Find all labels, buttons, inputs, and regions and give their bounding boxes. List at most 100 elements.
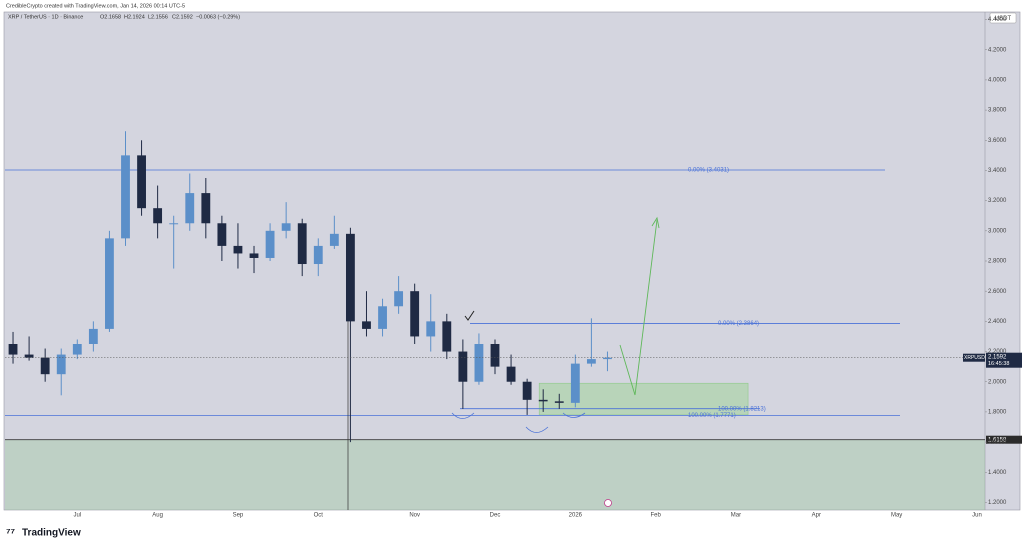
x-tick-label: Nov bbox=[409, 513, 420, 519]
y-tick-label: 3.2000 bbox=[988, 198, 1007, 204]
candle-body bbox=[40, 357, 50, 375]
candle-body bbox=[410, 291, 420, 337]
candle-body bbox=[313, 245, 323, 265]
symbol: XRP / TetherUS · 1D · Binance bbox=[8, 14, 83, 20]
ohlc-value: L2.1556 bbox=[148, 14, 168, 20]
level-label: 0.00% (2.3864) bbox=[718, 321, 759, 327]
candle-body bbox=[506, 366, 516, 382]
candle-body bbox=[458, 351, 468, 382]
support-price: 1.6158 bbox=[988, 437, 1007, 443]
y-tick-label: 4.0000 bbox=[988, 77, 1007, 83]
x-tick-label: May bbox=[891, 513, 902, 519]
candle-body bbox=[362, 321, 371, 329]
candle-body bbox=[329, 233, 339, 246]
candle-body bbox=[88, 328, 98, 344]
y-tick-label: 2.0000 bbox=[988, 379, 1007, 385]
candle-body bbox=[201, 193, 211, 224]
candle-body bbox=[474, 344, 484, 382]
candle-body bbox=[217, 223, 227, 246]
candle-body bbox=[56, 354, 66, 375]
brand-mark: ⁷⁷ bbox=[6, 527, 16, 539]
candle-body bbox=[394, 291, 404, 307]
support-price-box bbox=[986, 435, 1022, 444]
x-tick-label: Jun bbox=[972, 513, 982, 519]
candle-body bbox=[169, 223, 179, 225]
level-label: 0.00% (3.4031) bbox=[688, 168, 729, 174]
candle-body bbox=[281, 223, 291, 231]
x-tick-label: Sep bbox=[233, 513, 244, 519]
x-tick-label: Mar bbox=[731, 513, 741, 519]
last-price-symbol: XRPUSDT bbox=[964, 355, 988, 361]
y-tick-label: 4.2000 bbox=[988, 47, 1007, 53]
candle-body bbox=[297, 223, 307, 265]
ohlc-value: C2.1592 bbox=[172, 14, 193, 20]
y-tick-label: 2.2000 bbox=[988, 349, 1007, 355]
target-zone bbox=[538, 382, 749, 416]
candle-body bbox=[554, 401, 564, 403]
projection-arrow bbox=[619, 219, 658, 396]
y-tick-label: 1.2000 bbox=[988, 500, 1007, 506]
candle-body bbox=[603, 357, 612, 360]
arrow-head bbox=[651, 216, 660, 229]
x-tick-label: Feb bbox=[650, 513, 661, 519]
y-tick-label: 3.0000 bbox=[988, 228, 1007, 234]
candle-body bbox=[570, 363, 580, 403]
y-tick-label: 1.4000 bbox=[988, 470, 1007, 476]
y-tick-label: 2.8000 bbox=[988, 259, 1007, 265]
y-tick-label: 2.6000 bbox=[988, 289, 1007, 295]
check-mark bbox=[464, 310, 475, 321]
last-price-symbol-box bbox=[963, 353, 985, 362]
ohlc-value: O2.1658 bbox=[100, 14, 121, 20]
x-tick-label: Apr bbox=[812, 513, 821, 519]
candle-body bbox=[378, 306, 387, 329]
plot-layer: O2.1658 H2.1924 L2.1556 C2.1592 −0.0063 (−0.… bbox=[5, 14, 1022, 519]
currency: USDT bbox=[995, 16, 1012, 22]
candle-body bbox=[8, 344, 18, 355]
candle-body bbox=[442, 321, 452, 352]
last-price-box bbox=[986, 352, 1022, 368]
candle-body bbox=[185, 193, 195, 224]
brand-logo: ⁷⁷ TradingView bbox=[6, 527, 81, 539]
candle-body bbox=[345, 233, 355, 322]
bottom-arc bbox=[562, 412, 586, 418]
x-tick-label: 2026 bbox=[569, 513, 583, 519]
candle-body bbox=[105, 238, 114, 329]
replay-icon bbox=[604, 499, 612, 507]
credit: CredibleCrypto created with TradingView.… bbox=[6, 3, 185, 9]
brand: TradingView bbox=[22, 528, 81, 539]
candle-body bbox=[490, 344, 500, 367]
candle-body bbox=[72, 344, 82, 355]
candle-body bbox=[24, 354, 34, 358]
candle-body bbox=[153, 208, 163, 224]
plot-background bbox=[3, 11, 1021, 511]
candle-body bbox=[522, 381, 532, 400]
x-tick-label: Jul bbox=[73, 513, 81, 519]
candle-body bbox=[233, 245, 243, 254]
bottom-arc bbox=[451, 412, 475, 419]
last-price: 2.1592 bbox=[988, 354, 1007, 360]
countdown: 16:45:38 bbox=[988, 361, 1009, 367]
currency-box bbox=[989, 12, 1017, 24]
ohlc-value: H2.1924 bbox=[124, 14, 145, 20]
candle-body bbox=[426, 321, 436, 337]
candle-body bbox=[538, 399, 548, 402]
candle-body bbox=[265, 230, 275, 258]
x-tick-label: Oct bbox=[314, 513, 324, 519]
y-tick-label: 3.6000 bbox=[988, 138, 1007, 144]
x-tick-label: Dec bbox=[490, 513, 501, 519]
candle-body bbox=[249, 253, 259, 258]
y-tick-label: 3.4000 bbox=[988, 168, 1007, 174]
bottom-arc bbox=[525, 426, 549, 433]
y-tick-label: 1.8000 bbox=[988, 409, 1007, 415]
x-tick-label: Aug bbox=[152, 513, 163, 519]
y-tick-label: 2.4000 bbox=[988, 319, 1007, 325]
y-tick-label: 1.6000 bbox=[988, 440, 1007, 446]
ohlc-value: −0.0063 (−0.29%) bbox=[196, 14, 240, 20]
candle-body bbox=[586, 359, 596, 364]
level-label: 100.00% (1.8213) bbox=[718, 406, 766, 412]
candle-body bbox=[121, 155, 130, 239]
y-tick-label: 3.8000 bbox=[988, 108, 1007, 114]
level-label: 100.00% (1.7771) bbox=[688, 413, 736, 419]
y-tick-label: 4.4000 bbox=[988, 17, 1007, 23]
